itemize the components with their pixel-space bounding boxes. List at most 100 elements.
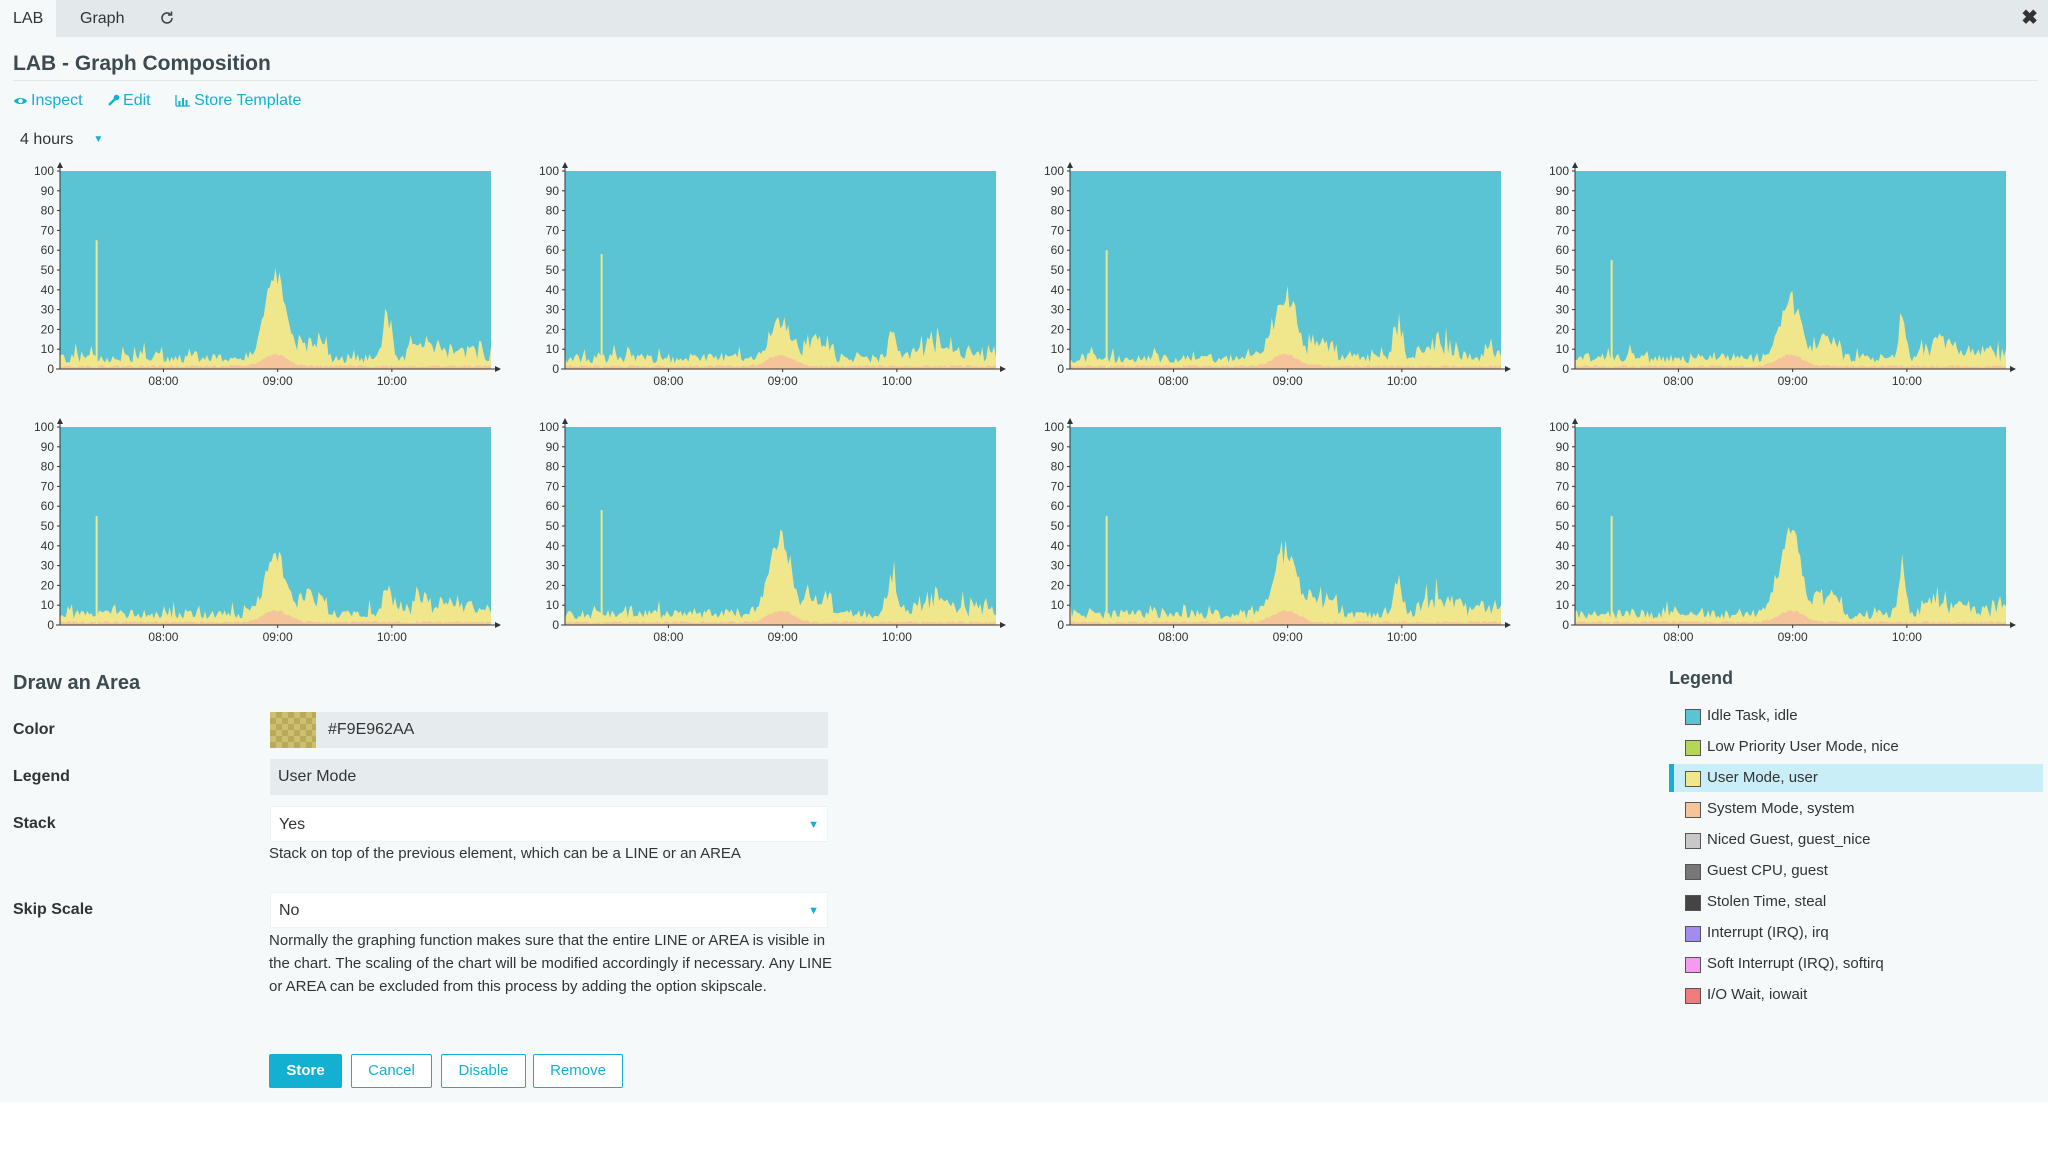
inspect-link[interactable]: Inspect bbox=[13, 92, 83, 109]
legend-color-swatch bbox=[1685, 926, 1701, 942]
legend-item-label: Idle Task, idle bbox=[1707, 707, 1798, 724]
bar-chart-icon bbox=[175, 95, 191, 107]
cpu-graph-5[interactable]: 0 10 20 30 40 50 60 70 80 90 100 08:00 09:00 10:00 bbox=[13, 416, 513, 646]
y-tick-label: 50 bbox=[1556, 263, 1570, 277]
cpu-chart: 0 10 20 30 40 50 60 70 80 90 100 08:00 09:00 10:00 bbox=[1549, 162, 2016, 388]
x-tick-label: 08:00 bbox=[148, 374, 178, 388]
y-axis-arrow bbox=[57, 162, 63, 168]
y-tick-label: 60 bbox=[546, 499, 560, 513]
y-tick-label: 50 bbox=[1556, 519, 1570, 533]
y-tick-label: 60 bbox=[1051, 243, 1065, 257]
time-range-dropdown[interactable]: 4 hours ▼ bbox=[20, 131, 103, 149]
stack-select[interactable]: Yes ▼ bbox=[270, 806, 828, 842]
y-tick-label: 90 bbox=[41, 440, 55, 454]
remove-button[interactable]: Remove bbox=[533, 1054, 623, 1088]
section-title: Draw an Area bbox=[13, 672, 141, 694]
time-range-value: 4 hours bbox=[20, 131, 74, 148]
cpu-graph-7[interactable]: 0 10 20 30 40 50 60 70 80 90 100 08:00 09:00 10:00 bbox=[1023, 416, 1523, 646]
x-tick-label: 09:00 bbox=[768, 374, 798, 388]
page-title: LAB - Graph Composition bbox=[13, 52, 271, 75]
legend-item[interactable]: I/O Wait, iowait bbox=[1669, 981, 2043, 1009]
x-tick-label: 09:00 bbox=[1778, 374, 1808, 388]
legend-item[interactable]: System Mode, system bbox=[1669, 795, 2043, 823]
legend-color-swatch bbox=[1685, 833, 1701, 849]
edit-link[interactable]: Edit bbox=[107, 92, 151, 109]
y-tick-label: 80 bbox=[1051, 204, 1065, 218]
y-tick-label: 50 bbox=[546, 263, 560, 277]
skip-scale-select[interactable]: No ▼ bbox=[270, 892, 828, 928]
y-axis-arrow bbox=[562, 418, 568, 424]
skip-scale-help: Normally the graphing function makes sur… bbox=[269, 932, 833, 995]
y-tick-label: 70 bbox=[1556, 223, 1570, 237]
legend-item[interactable]: Low Priority User Mode, nice bbox=[1669, 733, 2043, 761]
color-field[interactable]: #F9E962AA bbox=[270, 712, 828, 748]
skip-scale-label: Skip Scale bbox=[13, 901, 94, 918]
cpu-chart: 0 10 20 30 40 50 60 70 80 90 100 08:00 09:00 10:00 bbox=[1044, 162, 1511, 388]
legend-item-label: Guest CPU, guest bbox=[1707, 862, 1828, 879]
disable-button[interactable]: Disable bbox=[441, 1054, 526, 1088]
y-tick-label: 0 bbox=[47, 362, 54, 376]
cpu-graph-3[interactable]: 0 10 20 30 40 50 60 70 80 90 100 08:00 09:00 10:00 bbox=[1023, 160, 1523, 390]
y-tick-label: 10 bbox=[41, 598, 55, 612]
cpu-graph-2[interactable]: 0 10 20 30 40 50 60 70 80 90 100 08:00 09:00 10:00 bbox=[518, 160, 1018, 390]
x-axis-arrow bbox=[1000, 366, 1006, 372]
legend-item[interactable]: Interrupt (IRQ), irq bbox=[1669, 919, 2043, 947]
system-area bbox=[1070, 353, 1501, 369]
x-tick-label: 10:00 bbox=[1387, 374, 1417, 388]
legend-item[interactable]: Niced Guest, guest_nice bbox=[1669, 826, 2043, 854]
color-value: #F9E962AA bbox=[328, 721, 415, 738]
y-tick-label: 90 bbox=[1556, 184, 1570, 198]
y-tick-label: 90 bbox=[1051, 184, 1065, 198]
cpu-graph-8[interactable]: 0 10 20 30 40 50 60 70 80 90 100 08:00 09:00 10:00 bbox=[1528, 416, 2028, 646]
user-area bbox=[60, 551, 491, 625]
legend-item[interactable]: Guest CPU, guest bbox=[1669, 857, 2043, 885]
x-tick-label: 10:00 bbox=[1892, 374, 1922, 388]
wrench-icon bbox=[108, 94, 120, 106]
stack-help: Stack on top of the previous element, wh… bbox=[269, 845, 741, 862]
y-tick-label: 30 bbox=[41, 303, 55, 317]
tab-graph[interactable]: Graph bbox=[80, 10, 125, 27]
y-tick-label: 10 bbox=[1556, 342, 1570, 356]
tab-lab[interactable]: LAB bbox=[0, 0, 57, 37]
y-tick-label: 90 bbox=[1051, 440, 1065, 454]
y-tick-label: 80 bbox=[41, 204, 55, 218]
legend-field[interactable]: User Mode bbox=[270, 759, 828, 795]
y-axis-arrow bbox=[1067, 418, 1073, 424]
x-axis-arrow bbox=[2010, 622, 2016, 628]
store-template-link[interactable]: Store Template bbox=[175, 92, 301, 109]
store-button[interactable]: Store bbox=[269, 1054, 342, 1088]
cpu-graph-4[interactable]: 0 10 20 30 40 50 60 70 80 90 100 08:00 09:00 10:00 bbox=[1528, 160, 2028, 390]
y-axis-arrow bbox=[562, 162, 568, 168]
system-area bbox=[565, 610, 996, 625]
refresh-icon[interactable] bbox=[146, 0, 188, 37]
y-tick-label: 30 bbox=[546, 303, 560, 317]
y-tick-label: 90 bbox=[41, 184, 55, 198]
y-tick-label: 50 bbox=[1051, 263, 1065, 277]
y-tick-label: 20 bbox=[546, 322, 560, 336]
legend-item[interactable]: Stolen Time, steal bbox=[1669, 888, 2043, 916]
y-tick-label: 100 bbox=[1549, 164, 1569, 178]
y-tick-label: 10 bbox=[1556, 598, 1570, 612]
legend-item[interactable]: User Mode, user bbox=[1669, 764, 2043, 792]
y-tick-label: 20 bbox=[41, 578, 55, 592]
cpu-graph-6[interactable]: 0 10 20 30 40 50 60 70 80 90 100 08:00 09:00 10:00 bbox=[518, 416, 1018, 646]
y-tick-label: 30 bbox=[1051, 303, 1065, 317]
user-area bbox=[1070, 285, 1501, 369]
y-tick-label: 10 bbox=[1051, 342, 1065, 356]
system-area bbox=[565, 355, 996, 369]
color-swatch[interactable] bbox=[270, 712, 316, 748]
legend-item[interactable]: Idle Task, idle bbox=[1669, 702, 2043, 730]
tab-bar: LAB Graph ✖ bbox=[0, 0, 2048, 37]
cancel-button[interactable]: Cancel bbox=[351, 1054, 432, 1088]
cpu-chart: 0 10 20 30 40 50 60 70 80 90 100 08:00 09:00 10:00 bbox=[539, 162, 1006, 388]
legend-color-swatch bbox=[1685, 740, 1701, 756]
y-tick-label: 40 bbox=[1051, 539, 1065, 553]
caret-down-icon: ▼ bbox=[808, 819, 819, 831]
y-tick-label: 70 bbox=[546, 479, 560, 493]
legend-item[interactable]: Soft Interrupt (IRQ), softirq bbox=[1669, 950, 2043, 978]
x-axis-arrow bbox=[1505, 366, 1511, 372]
cpu-graph-1[interactable]: 0 10 20 30 40 50 60 70 80 90 100 08:00 09:00 10:00 bbox=[13, 160, 513, 390]
y-tick-label: 0 bbox=[1057, 362, 1064, 376]
close-icon[interactable]: ✖ bbox=[2021, 7, 2038, 29]
y-tick-label: 80 bbox=[546, 204, 560, 218]
